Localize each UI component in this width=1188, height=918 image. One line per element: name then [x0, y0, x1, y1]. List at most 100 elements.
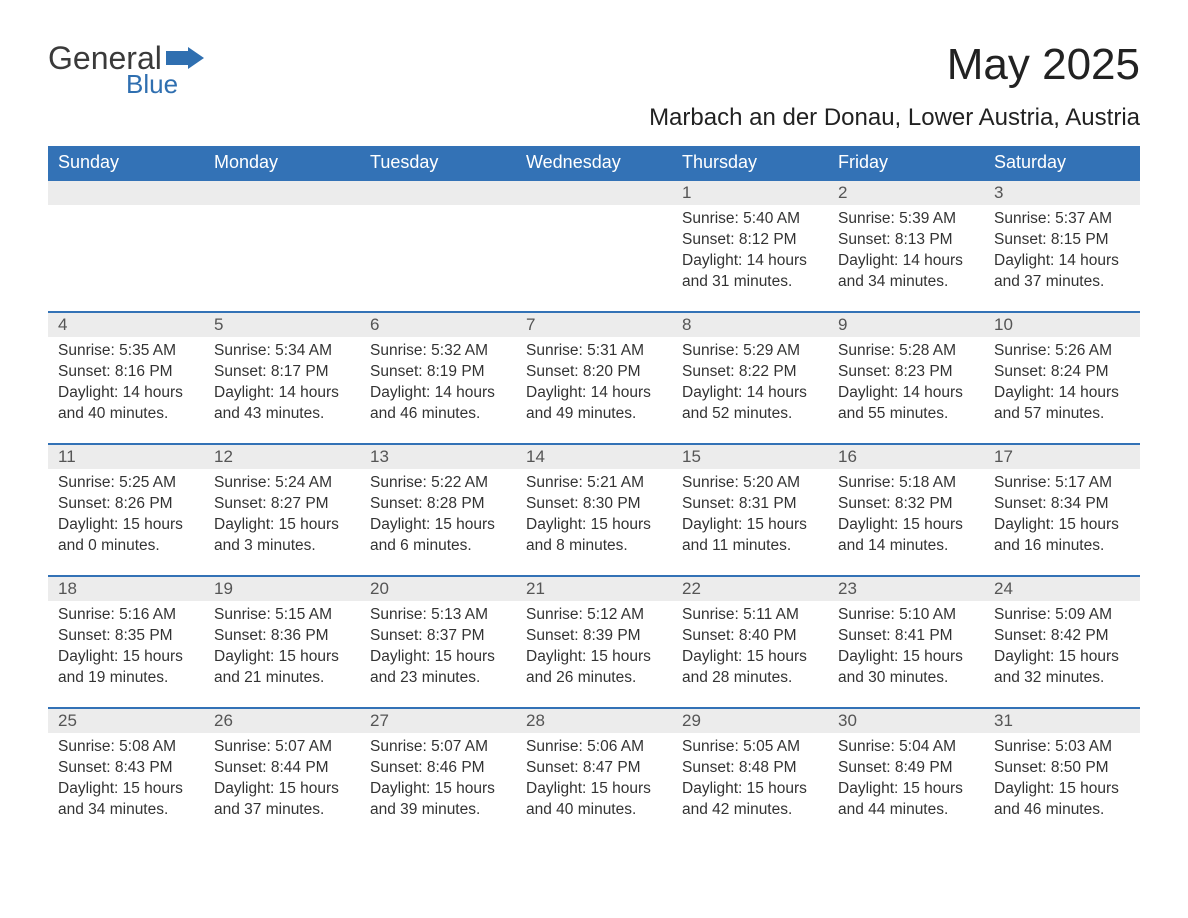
day-number: 29: [672, 711, 701, 731]
daylight-text: Daylight: 15 hours and 40 minutes.: [526, 779, 662, 821]
day-number-row: 13: [360, 445, 516, 469]
day-number-row: 17: [984, 445, 1140, 469]
weekday-header: Friday: [828, 146, 984, 181]
sunset-text: Sunset: 8:19 PM: [370, 362, 506, 383]
daylight-text: Daylight: 14 hours and 49 minutes.: [526, 383, 662, 425]
day-number-row: 29: [672, 709, 828, 733]
day-body: Sunrise: 5:29 AMSunset: 8:22 PMDaylight:…: [672, 337, 828, 435]
sunset-text: Sunset: 8:20 PM: [526, 362, 662, 383]
day-body: Sunrise: 5:21 AMSunset: 8:30 PMDaylight:…: [516, 469, 672, 567]
day-number-row: 9: [828, 313, 984, 337]
day-number: 25: [48, 711, 77, 731]
day-body: Sunrise: 5:06 AMSunset: 8:47 PMDaylight:…: [516, 733, 672, 831]
daylight-text: Daylight: 15 hours and 8 minutes.: [526, 515, 662, 557]
day-number: 18: [48, 579, 77, 599]
daylight-text: Daylight: 15 hours and 3 minutes.: [214, 515, 350, 557]
sunset-text: Sunset: 8:27 PM: [214, 494, 350, 515]
day-body: Sunrise: 5:12 AMSunset: 8:39 PMDaylight:…: [516, 601, 672, 699]
calendar-day: 12Sunrise: 5:24 AMSunset: 8:27 PMDayligh…: [204, 445, 360, 575]
sunset-text: Sunset: 8:28 PM: [370, 494, 506, 515]
calendar-day: 19Sunrise: 5:15 AMSunset: 8:36 PMDayligh…: [204, 577, 360, 707]
sunrise-text: Sunrise: 5:07 AM: [214, 737, 350, 758]
calendar-day: 16Sunrise: 5:18 AMSunset: 8:32 PMDayligh…: [828, 445, 984, 575]
day-body: Sunrise: 5:40 AMSunset: 8:12 PMDaylight:…: [672, 205, 828, 303]
day-number: 16: [828, 447, 857, 467]
daylight-text: Daylight: 15 hours and 23 minutes.: [370, 647, 506, 689]
day-body: Sunrise: 5:35 AMSunset: 8:16 PMDaylight:…: [48, 337, 204, 435]
day-number-row: 18: [48, 577, 204, 601]
day-body: Sunrise: 5:10 AMSunset: 8:41 PMDaylight:…: [828, 601, 984, 699]
daylight-text: Daylight: 14 hours and 52 minutes.: [682, 383, 818, 425]
sunset-text: Sunset: 8:47 PM: [526, 758, 662, 779]
sunrise-text: Sunrise: 5:08 AM: [58, 737, 194, 758]
day-number-row: 5: [204, 313, 360, 337]
day-number-row: 30: [828, 709, 984, 733]
day-number: 8: [672, 315, 691, 335]
calendar-day: 17Sunrise: 5:17 AMSunset: 8:34 PMDayligh…: [984, 445, 1140, 575]
sunset-text: Sunset: 8:13 PM: [838, 230, 974, 251]
daylight-text: Daylight: 14 hours and 57 minutes.: [994, 383, 1130, 425]
day-body: Sunrise: 5:07 AMSunset: 8:46 PMDaylight:…: [360, 733, 516, 831]
daylight-text: Daylight: 14 hours and 43 minutes.: [214, 383, 350, 425]
day-number-row: 26: [204, 709, 360, 733]
day-body: [360, 205, 516, 295]
location-subtitle: Marbach an der Donau, Lower Austria, Aus…: [48, 104, 1140, 132]
calendar-day: 15 Sunrise: 5:20 AMSunset: 8:31 PMDayligh…: [672, 445, 828, 575]
daylight-text: Daylight: 15 hours and 11 minutes.: [682, 515, 818, 557]
daylight-text: Daylight: 15 hours and 46 minutes.: [994, 779, 1130, 821]
daylight-text: Daylight: 15 hours and 42 minutes.: [682, 779, 818, 821]
sunrise-text: Sunrise: 5:25 AM: [58, 473, 194, 494]
day-number-row: 7: [516, 313, 672, 337]
calendar-day: 22Sunrise: 5:11 AMSunset: 8:40 PMDayligh…: [672, 577, 828, 707]
day-body: Sunrise: 5:34 AMSunset: 8:17 PMDaylight:…: [204, 337, 360, 435]
sunrise-text: Sunrise: 5:05 AM: [682, 737, 818, 758]
daylight-text: Daylight: 15 hours and 28 minutes.: [682, 647, 818, 689]
day-number: 1: [672, 183, 691, 203]
day-body: Sunrise: 5:28 AMSunset: 8:23 PMDaylight:…: [828, 337, 984, 435]
day-number-row: [48, 181, 204, 205]
calendar-day: 2Sunrise: 5:39 AMSunset: 8:13 PMDaylight…: [828, 181, 984, 311]
day-body: Sunrise: 5:18 AMSunset: 8:32 PMDaylight:…: [828, 469, 984, 567]
day-body: Sunrise: 5:22 AMSunset: 8:28 PMDaylight:…: [360, 469, 516, 567]
day-body: Sunrise: 5:25 AMSunset: 8:26 PMDaylight:…: [48, 469, 204, 567]
day-number: 4: [48, 315, 67, 335]
sunrise-text: Sunrise: 5:07 AM: [370, 737, 506, 758]
sunrise-text: Sunrise: 5:06 AM: [526, 737, 662, 758]
logo: General Blue: [48, 40, 204, 100]
calendar: Sunday Monday Tuesday Wednesday Thursday…: [48, 146, 1140, 839]
calendar-week: 18Sunrise: 5:16 AMSunset: 8:35 PMDayligh…: [48, 575, 1140, 707]
daylight-text: Daylight: 15 hours and 44 minutes.: [838, 779, 974, 821]
sunrise-text: Sunrise: 5:11 AM: [682, 605, 818, 626]
day-number: 3: [984, 183, 1003, 203]
day-number: 15: [672, 447, 701, 467]
day-body: Sunrise: 5:11 AMSunset: 8:40 PMDaylight:…: [672, 601, 828, 699]
calendar-day: [48, 181, 204, 311]
sunset-text: Sunset: 8:16 PM: [58, 362, 194, 383]
day-body: Sunrise: 5:39 AMSunset: 8:13 PMDaylight:…: [828, 205, 984, 303]
daylight-text: Daylight: 14 hours and 34 minutes.: [838, 251, 974, 293]
sunrise-text: Sunrise: 5:34 AM: [214, 341, 350, 362]
sunrise-text: Sunrise: 5:20 AM: [682, 473, 818, 494]
calendar-week: 11Sunrise: 5:25 AMSunset: 8:26 PMDayligh…: [48, 443, 1140, 575]
day-number: 30: [828, 711, 857, 731]
calendar-day: 3Sunrise: 5:37 AMSunset: 8:15 PMDaylight…: [984, 181, 1140, 311]
day-body: Sunrise: 5:16 AMSunset: 8:35 PMDaylight:…: [48, 601, 204, 699]
sunset-text: Sunset: 8:31 PM: [682, 494, 818, 515]
sunrise-text: Sunrise: 5:13 AM: [370, 605, 506, 626]
day-number-row: 24: [984, 577, 1140, 601]
daylight-text: Daylight: 15 hours and 16 minutes.: [994, 515, 1130, 557]
sunset-text: Sunset: 8:32 PM: [838, 494, 974, 515]
calendar-day: 6Sunrise: 5:32 AMSunset: 8:19 PMDaylight…: [360, 313, 516, 443]
day-number: 24: [984, 579, 1013, 599]
calendar-day: 8Sunrise: 5:29 AMSunset: 8:22 PMDaylight…: [672, 313, 828, 443]
day-body: Sunrise: 5:05 AMSunset: 8:48 PMDaylight:…: [672, 733, 828, 831]
sunset-text: Sunset: 8:39 PM: [526, 626, 662, 647]
day-number-row: 21: [516, 577, 672, 601]
day-number-row: 2: [828, 181, 984, 205]
daylight-text: Daylight: 15 hours and 26 minutes.: [526, 647, 662, 689]
sunrise-text: Sunrise: 5:24 AM: [214, 473, 350, 494]
day-number-row: 31: [984, 709, 1140, 733]
day-number-row: 3: [984, 181, 1140, 205]
daylight-text: Daylight: 15 hours and 34 minutes.: [58, 779, 194, 821]
day-number-row: [516, 181, 672, 205]
